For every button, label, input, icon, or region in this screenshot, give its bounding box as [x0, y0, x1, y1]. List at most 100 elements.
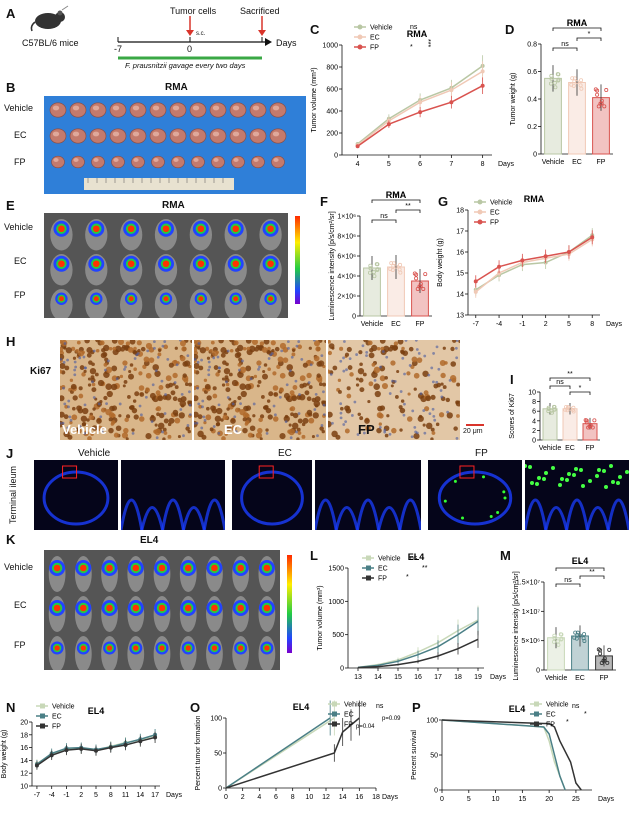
nucleus: [346, 386, 351, 391]
blue-nucleus: [435, 380, 439, 384]
dot: [397, 267, 402, 272]
blue-nucleus: [309, 363, 313, 367]
panel-letter-f: F: [320, 194, 328, 209]
blue-nucleus: [427, 373, 431, 377]
chart-p: EL4 0 50 100 Percent survival 0 5 10 15 20 25 Days V…: [411, 701, 614, 803]
nucleus: [108, 417, 113, 422]
nucleus: [288, 428, 295, 436]
villus: [334, 506, 359, 530]
legend-label: Vehicle: [490, 200, 513, 207]
nucleus: [217, 369, 221, 373]
nucleus: [108, 427, 114, 434]
nucleus: [357, 412, 361, 417]
nucleus: [368, 381, 374, 387]
blue-nucleus: [342, 423, 346, 426]
blue-nucleus: [60, 422, 62, 425]
tumor-highlight: [252, 105, 260, 111]
panel-letter-k: K: [6, 532, 16, 547]
dot: [588, 423, 593, 428]
nucleus: [122, 384, 126, 388]
nucleus: [297, 431, 302, 435]
nucleus: [357, 367, 365, 375]
legend-label: EC: [370, 35, 380, 42]
blue-nucleus: [388, 392, 392, 395]
nucleus: [284, 414, 289, 419]
blue-nucleus: [381, 350, 385, 353]
if-image-vehicle-overview: [34, 460, 118, 530]
blue-nucleus: [365, 350, 369, 354]
x-axis-label: Days: [382, 794, 398, 801]
e-row-label-1: EC: [14, 256, 27, 266]
signal-core: [232, 260, 240, 268]
signal-core: [267, 260, 274, 268]
nucleus: [173, 359, 178, 364]
tumor: [71, 155, 85, 169]
nucleus: [203, 420, 207, 425]
blue-nucleus: [415, 348, 419, 351]
signal-core: [237, 604, 244, 612]
nucleus: [422, 423, 426, 427]
sig-label: **: [567, 371, 573, 378]
tissue-ring: [42, 470, 110, 526]
nucleus: [376, 427, 382, 434]
y-axis-label: Percent tumor formation: [195, 715, 202, 790]
nucleus: [145, 433, 152, 440]
nucleus: [205, 414, 212, 421]
nucleus: [79, 365, 85, 370]
nucleus: [246, 346, 251, 351]
blue-nucleus: [290, 355, 294, 359]
nucleus: [267, 346, 271, 351]
nucleus: [430, 427, 435, 432]
chart-title: RMA: [524, 194, 545, 204]
nucleus: [273, 392, 279, 397]
tumor-highlight: [113, 158, 119, 162]
nucleus: [112, 348, 119, 356]
nucleus: [359, 387, 365, 393]
blue-nucleus: [163, 412, 167, 415]
green-signal: [535, 482, 539, 486]
sig-label: **: [574, 21, 580, 28]
tumor: [149, 102, 167, 118]
blue-nucleus: [289, 436, 293, 440]
sig-label: ns: [410, 24, 418, 31]
tumor-highlight: [53, 158, 59, 162]
nucleus: [328, 343, 335, 349]
data-point: [108, 745, 113, 750]
y-tick-label: 1000: [328, 599, 344, 606]
nucleus: [347, 365, 353, 370]
x-tick-label: 5: [467, 796, 471, 803]
nucleus: [203, 378, 208, 383]
nucleus: [184, 360, 191, 367]
legend-marker: [366, 565, 371, 571]
nucleus: [185, 426, 190, 431]
x-tick-label: 5: [567, 321, 571, 328]
villus: [121, 498, 144, 530]
data-point: [94, 748, 98, 753]
nucleus: [416, 357, 423, 363]
sig-label: ***: [424, 39, 431, 47]
y-tick-label: 8×10⁶: [337, 234, 356, 241]
sig-label: ns: [561, 41, 569, 48]
h-label-ec: EC: [224, 422, 243, 437]
tumor-highlight: [232, 105, 240, 111]
nucleus: [256, 360, 262, 366]
y-tick-label: 0: [536, 668, 540, 675]
blue-nucleus: [322, 403, 326, 407]
sig-label: ns: [564, 577, 572, 584]
blue-nucleus: [431, 407, 435, 411]
panel-letter-e: E: [6, 198, 15, 213]
nucleus: [60, 385, 63, 391]
y-tick-label: 1.5×10⁷: [516, 580, 541, 587]
nucleus: [82, 407, 89, 415]
blue-nucleus: [455, 340, 459, 342]
signal-core: [159, 645, 165, 651]
signal-core: [158, 564, 166, 572]
nucleus: [78, 386, 83, 391]
y-tick-label: 10: [20, 784, 28, 791]
blue-nucleus: [217, 366, 221, 370]
dot: [570, 76, 575, 81]
sig-label: *: [406, 574, 409, 581]
y-tick-label: 5×10⁶: [521, 638, 540, 645]
chart-title: RMA: [386, 190, 407, 200]
tumor-highlight: [173, 158, 179, 162]
